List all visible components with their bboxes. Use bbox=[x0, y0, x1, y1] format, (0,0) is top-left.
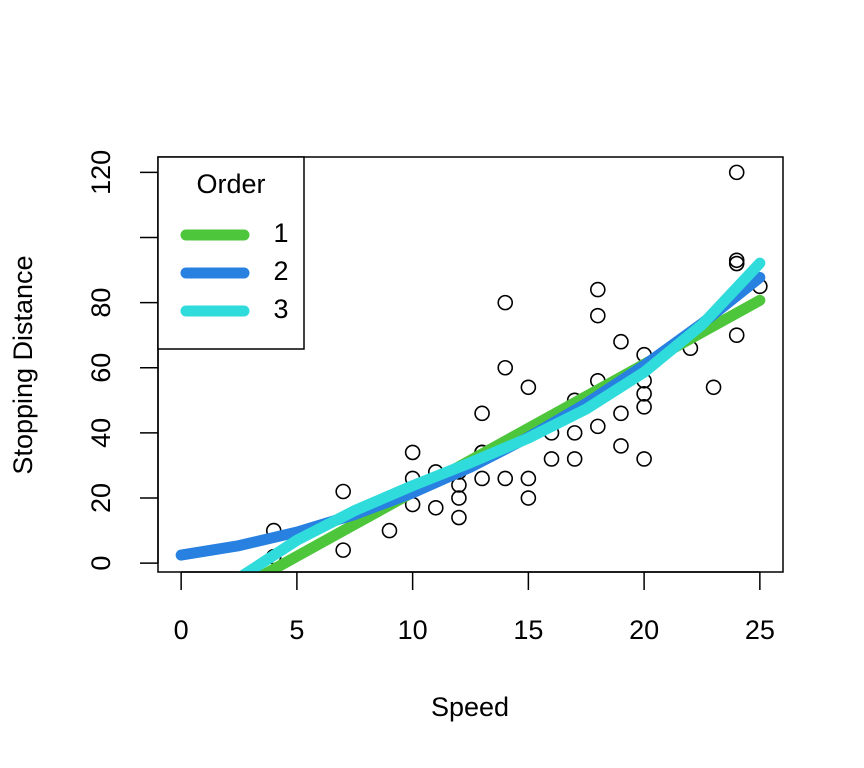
legend-label: 1 bbox=[273, 218, 288, 248]
y-tick-label: 40 bbox=[86, 418, 116, 448]
point bbox=[381, 522, 398, 539]
x-tick-label: 10 bbox=[398, 615, 428, 645]
point bbox=[590, 281, 606, 298]
legend-box bbox=[157, 156, 305, 350]
point bbox=[474, 405, 490, 422]
point bbox=[613, 438, 629, 454]
x-tick-label: 25 bbox=[745, 615, 775, 645]
point bbox=[335, 483, 351, 500]
x-tick-label: 15 bbox=[513, 615, 543, 645]
y-tick-label: 0 bbox=[86, 556, 116, 571]
y-tick-label: 20 bbox=[86, 483, 116, 513]
point bbox=[636, 399, 652, 415]
point bbox=[728, 327, 745, 343]
y-tick-label: 80 bbox=[86, 288, 116, 318]
point bbox=[543, 451, 560, 467]
point bbox=[590, 307, 606, 324]
point bbox=[404, 444, 421, 461]
plot-box bbox=[157, 156, 784, 573]
point bbox=[728, 252, 745, 269]
point bbox=[497, 470, 514, 487]
point bbox=[427, 499, 444, 516]
fit-lines bbox=[175, 257, 766, 572]
x-tick-label: 5 bbox=[289, 615, 304, 645]
point bbox=[566, 451, 583, 467]
point bbox=[520, 490, 537, 506]
legend-title: Order bbox=[196, 169, 265, 199]
point bbox=[566, 425, 583, 441]
point bbox=[636, 386, 652, 402]
point bbox=[520, 470, 537, 487]
point bbox=[335, 542, 351, 558]
legend-label: 3 bbox=[273, 294, 288, 324]
point bbox=[451, 509, 467, 526]
y-axis-label: Stopping Distance bbox=[8, 255, 38, 474]
point bbox=[636, 451, 652, 467]
point bbox=[474, 470, 490, 487]
point bbox=[613, 333, 629, 350]
x-axis-label: Speed bbox=[431, 692, 509, 722]
point bbox=[728, 164, 745, 181]
point bbox=[728, 255, 745, 272]
y-tick-label: 120 bbox=[86, 150, 116, 195]
point bbox=[451, 490, 467, 506]
x-tick-label: 20 bbox=[629, 615, 659, 645]
point bbox=[705, 379, 722, 396]
point bbox=[520, 379, 537, 396]
point bbox=[497, 294, 514, 311]
point bbox=[613, 405, 629, 422]
point bbox=[590, 418, 606, 435]
legend-label: 2 bbox=[273, 256, 288, 286]
y-tick-label: 60 bbox=[86, 353, 116, 383]
fit-line bbox=[238, 257, 766, 572]
x-tick-label: 0 bbox=[174, 615, 189, 645]
point bbox=[497, 359, 514, 376]
